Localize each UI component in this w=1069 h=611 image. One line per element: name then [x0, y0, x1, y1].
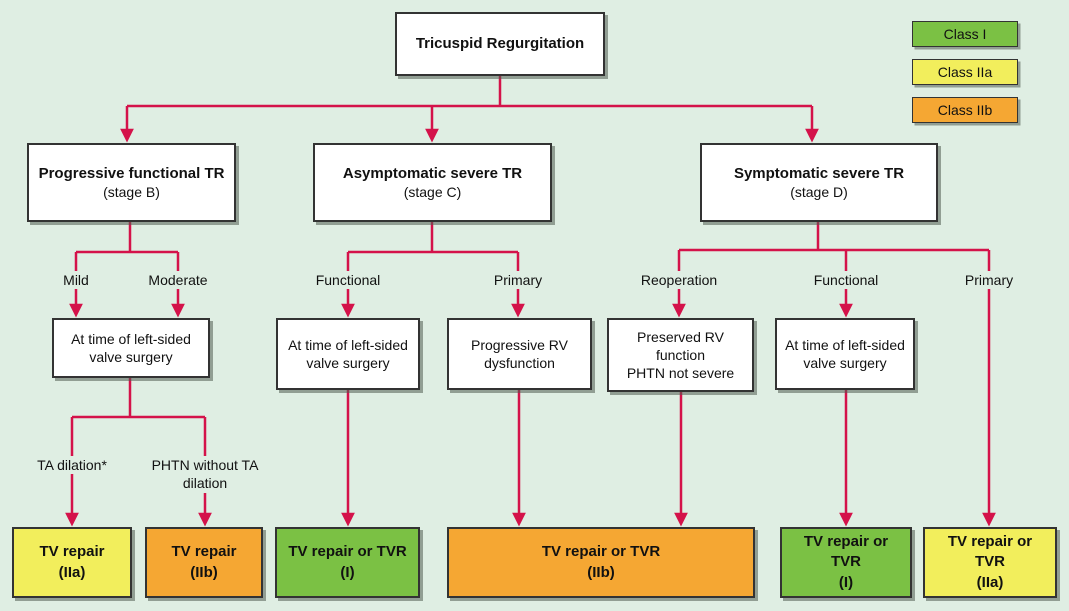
branch-label-mild: Mild	[59, 271, 93, 289]
node-stage-d: Symptomatic severe TR (stage D)	[700, 143, 938, 222]
outcome-2-class: (IIb)	[190, 563, 218, 581]
branch-label-functional-c: Functional	[311, 271, 385, 289]
outcome-3-class: (I)	[340, 563, 355, 581]
outcome-4-treatment: TV repair or TVR	[541, 543, 661, 561]
branch-label-functional-d: Functional	[809, 271, 883, 289]
criteria-c-functional-text: At time of left-sided valve surgery	[288, 336, 408, 371]
node-stage-c: Asymptomatic severe TR (stage C)	[313, 143, 552, 222]
outcome-1-class: (IIa)	[58, 563, 86, 581]
branch-label-ta-dilation: TA dilation*	[33, 456, 111, 474]
node-outcome-tv-repair-iib: TV repair (IIb)	[145, 527, 263, 598]
legend-class-i: Class I	[912, 21, 1018, 47]
stage-d-title: Symptomatic severe TR	[733, 164, 905, 182]
root-title: Tricuspid Regurgitation	[415, 35, 585, 53]
stage-c-title: Asymptomatic severe TR	[342, 164, 523, 182]
outcome-4-class: (IIb)	[587, 563, 615, 581]
stage-b-title: Progressive functional TR	[38, 164, 225, 182]
node-outcome-tv-repair-or-tvr-iia: TV repair or TVR (IIa)	[923, 527, 1057, 598]
node-stage-b: Progressive functional TR (stage B)	[27, 143, 236, 222]
branch-label-reoperation: Reoperation	[636, 271, 722, 289]
outcome-5-treatment: TV repair or TVR	[803, 533, 889, 571]
branch-label-phtn-without-ta-dilation: PHTN without TA dilation	[146, 456, 264, 493]
criteria-d-reoperation-line2: PHTN not severe	[626, 365, 735, 382]
legend-class-iia: Class IIa	[912, 59, 1018, 85]
node-outcome-tv-repair-or-tvr-i: TV repair or TVR (I)	[275, 527, 420, 598]
criteria-c-primary-text: Progressive RV dysfunction	[470, 336, 568, 371]
legend-class-iib: Class IIb	[912, 97, 1018, 123]
stage-c-subtitle: (stage C)	[403, 184, 462, 201]
node-tricuspid-regurgitation: Tricuspid Regurgitation	[395, 12, 605, 76]
outcome-1-treatment: TV repair	[39, 543, 105, 561]
node-outcome-tv-repair-iia: TV repair (IIa)	[12, 527, 132, 598]
branch-label-primary-d: Primary	[960, 271, 1018, 289]
branch-label-moderate: Moderate	[144, 271, 212, 289]
outcome-3-treatment: TV repair or TVR	[288, 543, 407, 561]
node-criteria-left-sided-surgery-c: At time of left-sided valve surgery	[276, 318, 420, 390]
node-outcome-tv-repair-or-tvr-iib: TV repair or TVR (IIb)	[447, 527, 755, 598]
node-outcome-tv-repair-or-tvr-i-d: TV repair or TVR (I)	[780, 527, 912, 598]
stage-b-subtitle: (stage B)	[103, 184, 160, 201]
node-criteria-left-sided-surgery-b: At time of left-sided valve surgery	[52, 318, 210, 378]
node-criteria-preserved-rv-function: Preserved RV function PHTN not severe	[607, 318, 754, 392]
outcome-5-class: (I)	[838, 573, 854, 591]
outcome-6-class: (IIa)	[976, 573, 1004, 591]
node-criteria-left-sided-surgery-d: At time of left-sided valve surgery	[775, 318, 915, 390]
criteria-d-functional-text: At time of left-sided valve surgery	[785, 336, 905, 371]
node-criteria-progressive-rv-dysfunction: Progressive RV dysfunction	[447, 318, 592, 390]
criteria-d-reoperation-line1: Preserved RV function	[637, 328, 724, 363]
stage-d-subtitle: (stage D)	[790, 184, 848, 201]
criteria-b-text: At time of left-sided valve surgery	[71, 330, 191, 365]
outcome-2-treatment: TV repair	[171, 543, 237, 561]
outcome-6-treatment: TV repair or TVR	[947, 533, 1033, 571]
branch-label-primary-c: Primary	[489, 271, 547, 289]
